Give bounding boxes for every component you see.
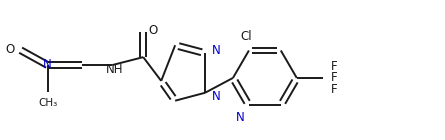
Text: F: F [331, 60, 337, 73]
Text: N: N [43, 58, 52, 71]
Text: CH₃: CH₃ [38, 98, 57, 108]
Text: N: N [236, 111, 245, 124]
Text: N: N [212, 44, 221, 57]
Text: NH: NH [105, 63, 123, 76]
Text: F: F [331, 83, 337, 96]
Text: N: N [212, 90, 221, 103]
Text: Cl: Cl [240, 30, 252, 43]
Text: O: O [5, 43, 15, 56]
Text: F: F [331, 71, 337, 84]
Text: O: O [148, 24, 158, 37]
